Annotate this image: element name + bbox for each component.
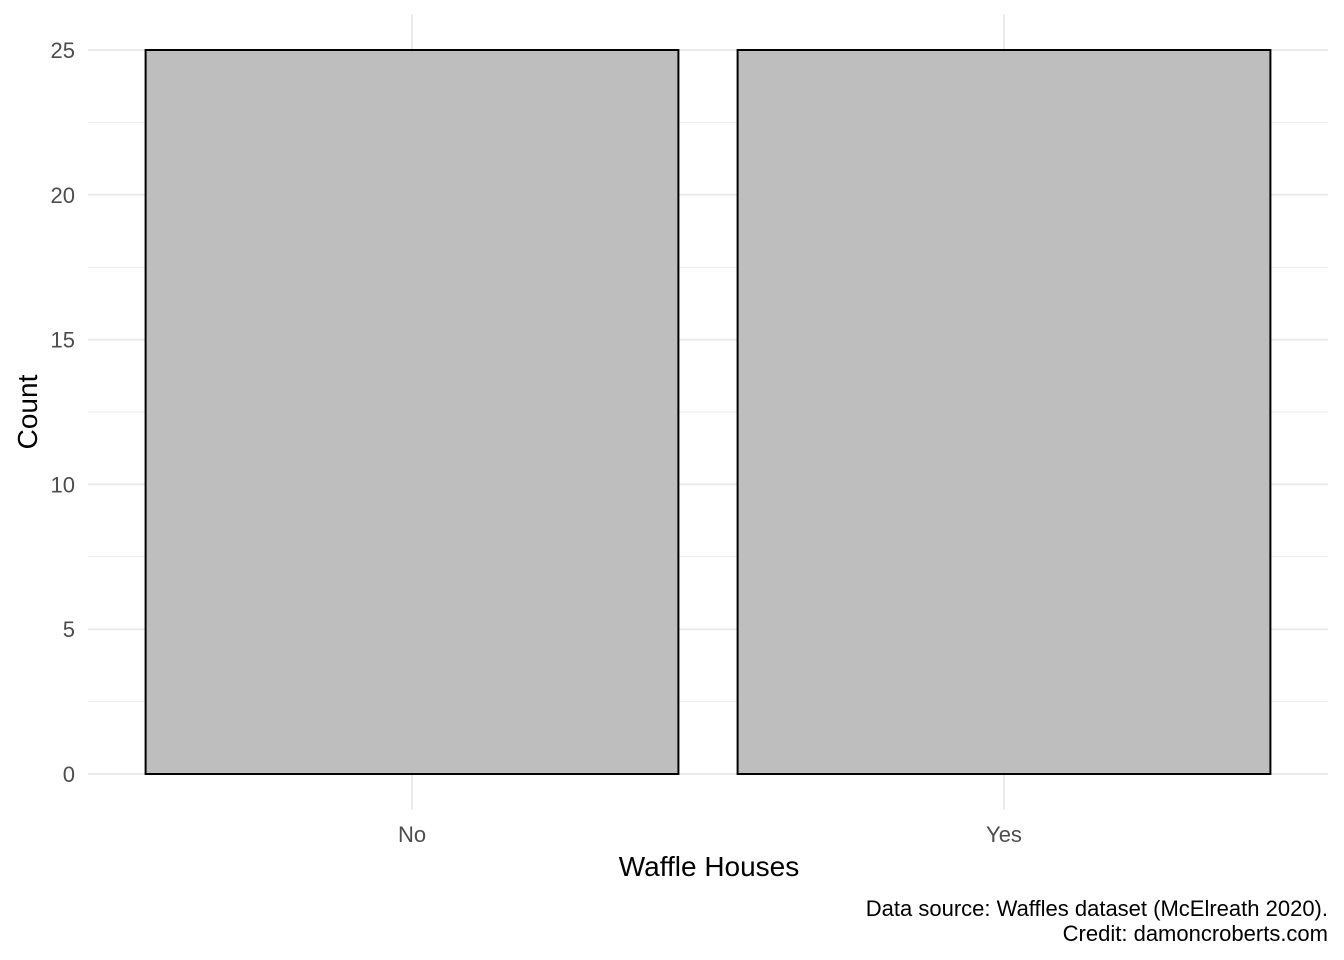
x-axis-tick-labels: No Yes (398, 822, 1022, 847)
y-tick-label: 10 (51, 472, 75, 497)
bar-no (144, 49, 680, 775)
y-tick-label: 25 (51, 38, 75, 63)
x-tick-label: Yes (986, 822, 1022, 847)
x-tick-label: No (398, 822, 426, 847)
bar-yes (736, 49, 1272, 775)
x-axis-title: Waffle Houses (619, 851, 800, 882)
bars (144, 49, 1272, 775)
y-tick-label: 0 (63, 762, 75, 787)
y-tick-label: 5 (63, 617, 75, 642)
y-tick-label: 20 (51, 183, 75, 208)
caption-line-2: Credit: damoncroberts.com (1063, 921, 1328, 946)
y-axis-title: Count (12, 374, 43, 449)
y-axis-tick-labels: 0 5 10 15 20 25 (51, 38, 75, 787)
y-tick-label: 15 (51, 328, 75, 353)
caption-line-1: Data source: Waffles dataset (McElreath … (866, 896, 1328, 921)
